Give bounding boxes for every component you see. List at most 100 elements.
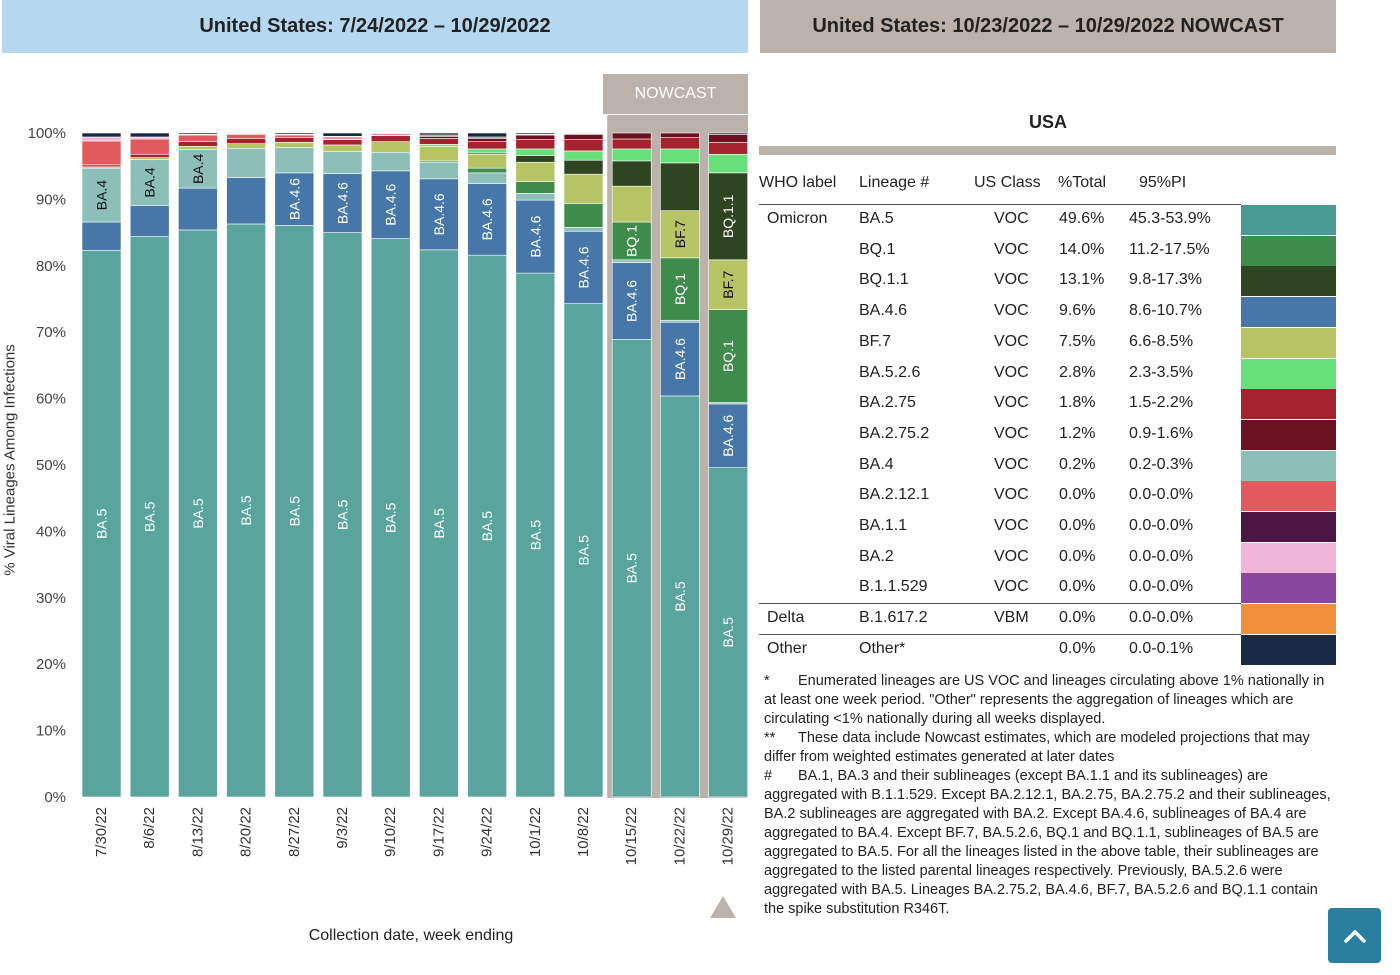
y-tick-label: 80% xyxy=(36,258,66,275)
x-tick-label: 10/29/22 xyxy=(720,807,737,865)
bar-segment xyxy=(370,135,411,142)
bar-segment xyxy=(81,167,122,223)
bar-segment xyxy=(611,160,652,187)
prediction-interval-cell: 9.8-17.3% xyxy=(1129,271,1202,289)
bar-segment xyxy=(129,159,170,206)
table-row: BF.7 VOC 7.5% 6.6-8.5% xyxy=(759,327,1336,359)
table-rule xyxy=(759,633,1241,635)
us-class-cell: VOC xyxy=(994,517,1029,534)
bar-segment xyxy=(660,395,700,798)
bar-segment xyxy=(515,134,556,140)
us-class-cell: VOC xyxy=(994,332,1029,350)
percent-total-cell: 0.0% xyxy=(1059,517,1096,534)
bar-segment xyxy=(419,132,459,136)
us-class-cell: VOC xyxy=(994,424,1029,442)
color-swatch xyxy=(1241,512,1336,542)
who-label-cell: Omicron xyxy=(767,210,828,227)
bar-segment xyxy=(611,148,652,162)
y-tick-label: 50% xyxy=(36,457,66,474)
lineage-cell: BA.2.75 xyxy=(859,394,916,412)
bar-segment xyxy=(370,132,411,134)
color-swatch xyxy=(1241,634,1336,665)
x-tick-label: 9/24/22 xyxy=(479,807,496,857)
us-class-cell: VOC xyxy=(994,210,1029,227)
bar-segment xyxy=(322,173,363,233)
bar-segment xyxy=(660,148,700,164)
bar-label: BA.5 xyxy=(335,499,351,530)
bar-label: BA.5 xyxy=(576,535,592,566)
bar-label: BA.4.6 xyxy=(286,178,302,220)
bar-segment xyxy=(274,134,315,138)
bar-segment xyxy=(274,141,315,148)
us-class-cell: VOC xyxy=(994,455,1029,473)
y-tick-label: 70% xyxy=(36,324,66,341)
right-panel-title: United States: 10/23/2022 – 10/29/2022 N… xyxy=(760,0,1336,53)
us-class-cell: VBM xyxy=(994,609,1029,627)
bar-label: BA.5 xyxy=(190,498,206,529)
color-swatch xyxy=(1241,481,1336,512)
prediction-interval-cell: 2.3-3.5% xyxy=(1129,363,1194,381)
bar-segment xyxy=(129,153,170,158)
who-label-cell: Delta xyxy=(767,609,805,627)
footnote: ** These data include Nowcast estimates, … xyxy=(764,730,1310,765)
bar-segment xyxy=(178,132,218,135)
bar-label: BA.4.6 xyxy=(672,338,688,380)
bar-label: BA.5 xyxy=(142,501,158,532)
bar-segment xyxy=(274,132,315,135)
bar-segment xyxy=(563,159,604,175)
table-rule xyxy=(759,603,1241,605)
percent-total-cell: 49.6% xyxy=(1059,210,1105,227)
lineage-cell: BF.7 xyxy=(859,332,892,350)
bar-segment xyxy=(563,134,604,140)
color-swatch xyxy=(1241,450,1336,481)
bar-segment xyxy=(419,249,459,798)
bar-segment xyxy=(226,132,266,134)
nowcast-tab[interactable]: NOWCAST xyxy=(603,74,748,114)
y-tick-label: 100% xyxy=(28,125,66,142)
percent-total-cell: 0.0% xyxy=(1059,486,1096,504)
bar-label: BA.4 xyxy=(190,153,206,184)
col-header-pi: 95%PI xyxy=(1139,174,1187,191)
bar-segment xyxy=(226,177,266,225)
bar-label: BA.5 xyxy=(720,617,736,648)
prediction-interval-cell: 0.0-0.0% xyxy=(1129,547,1194,565)
bar-segment xyxy=(322,139,363,146)
x-tick-label: 7/30/22 xyxy=(93,807,110,857)
color-swatch xyxy=(1241,205,1336,235)
table-row: BA.2 VOC 0.0% 0.0-0.0% xyxy=(759,542,1336,574)
bar-segment xyxy=(467,148,507,154)
bar-segment xyxy=(708,134,748,143)
scroll-top-button[interactable] xyxy=(1328,908,1381,963)
us-class-cell: VOC xyxy=(994,363,1029,381)
triangle-up-icon[interactable] xyxy=(710,896,736,918)
bar-segment xyxy=(708,172,748,261)
bar-segment xyxy=(81,140,122,166)
percent-total-cell: 0.2% xyxy=(1059,455,1096,473)
y-axis-label: % Viral Lineages Among Infections xyxy=(1,344,19,576)
color-swatch xyxy=(1241,327,1336,358)
bar-segment xyxy=(322,151,363,174)
prediction-interval-cell: 8.6-10.7% xyxy=(1129,302,1202,320)
bar-segment xyxy=(129,132,170,138)
bar-segment xyxy=(322,132,363,137)
bar-segment xyxy=(611,221,652,261)
color-swatch xyxy=(1241,542,1336,573)
bar-segment xyxy=(129,138,170,155)
bar-segment xyxy=(563,150,604,161)
y-tick-label: 20% xyxy=(36,656,66,673)
percent-total-cell: 0.0% xyxy=(1059,639,1096,657)
y-tick-label: 0% xyxy=(44,789,66,806)
bar-label: BA.4.6 xyxy=(479,198,495,240)
bar-segment xyxy=(178,145,218,150)
table-row: BA.4.6 VOC 9.6% 8.6-10.7% xyxy=(759,297,1336,328)
x-tick-label: 10/1/22 xyxy=(527,807,544,857)
bar-segment xyxy=(563,173,604,204)
color-swatch xyxy=(1241,604,1336,635)
bar-segment xyxy=(81,136,122,142)
left-panel-title: United States: 7/24/2022 – 10/29/2022 xyxy=(2,0,748,53)
bar-segment xyxy=(563,132,604,134)
prediction-interval-cell: 0.9-1.6% xyxy=(1129,424,1194,442)
y-tick-label: 30% xyxy=(36,590,66,607)
bar-label: BA.4.6 xyxy=(431,193,447,235)
bar-segment xyxy=(708,132,748,135)
